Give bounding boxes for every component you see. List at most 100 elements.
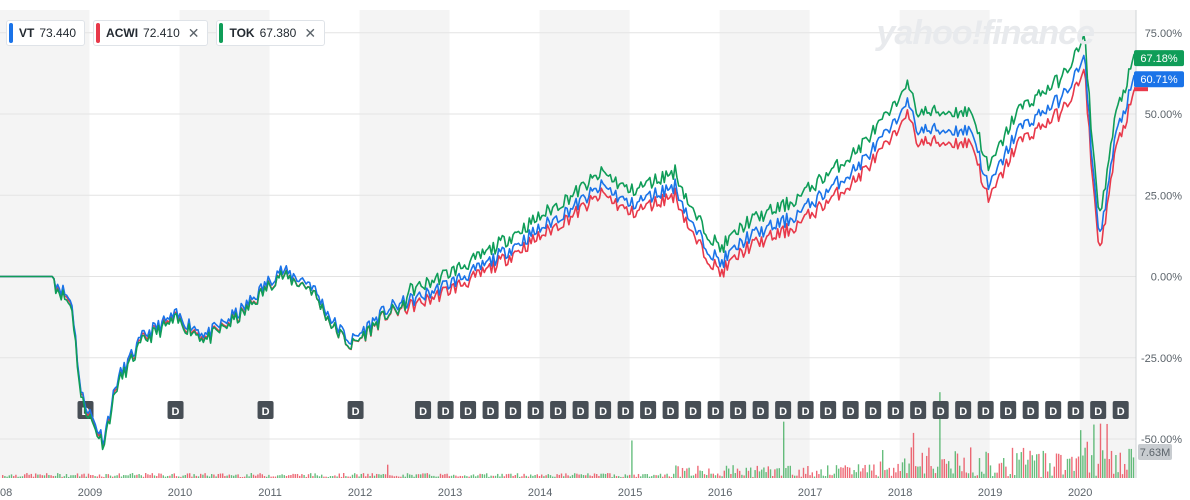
volume-bar <box>272 476 274 478</box>
volume-bar <box>519 476 521 478</box>
volume-bar <box>125 475 127 478</box>
volume-bar <box>992 476 994 478</box>
volume-bar <box>323 476 325 478</box>
volume-bar <box>763 467 765 478</box>
dividend-marker-label: D <box>622 406 630 418</box>
dividend-marker <box>797 401 814 419</box>
volume-bar <box>46 473 48 478</box>
volume-bar <box>871 470 873 478</box>
volume-bar <box>424 473 426 478</box>
volume-bar <box>270 476 272 478</box>
volume-bar <box>571 474 574 478</box>
vt-color-bar <box>9 23 13 43</box>
volume-bar <box>395 475 398 478</box>
volume-bar <box>822 475 824 478</box>
volume-bar <box>283 475 285 478</box>
volume-bar <box>521 476 523 478</box>
dividend-marker <box>640 401 657 419</box>
volume-bar <box>59 474 61 478</box>
dividend-marker-label: D <box>419 406 427 418</box>
volume-bar <box>937 466 939 478</box>
volume-bar <box>1047 471 1049 478</box>
legend-chip-tok[interactable]: TOK 67.380 ✕ <box>216 20 326 46</box>
volume-bar <box>486 473 488 478</box>
volume-bar <box>402 474 404 478</box>
volume-bar <box>1051 475 1053 478</box>
volume-bar <box>105 474 107 478</box>
volume-bar <box>175 476 178 478</box>
volume-bar <box>787 465 789 478</box>
volume-bar <box>637 473 640 478</box>
dividend-marker-label: D <box>644 406 652 418</box>
volume-bar <box>116 475 118 478</box>
volume-bar <box>1115 455 1117 478</box>
volume-bar <box>1025 464 1027 478</box>
volume-bar <box>501 473 503 478</box>
volume-bar <box>336 476 338 478</box>
volume-bar <box>950 468 952 478</box>
volume-bar <box>479 473 481 478</box>
volume-bar <box>703 474 706 478</box>
volume-bar <box>303 475 305 478</box>
volume-bar <box>591 476 593 478</box>
volume-bar <box>50 475 52 478</box>
volume-bar <box>26 473 28 478</box>
volume-bar <box>690 475 692 478</box>
x-tick-label: 2015 <box>618 487 642 499</box>
volume-bar <box>710 473 712 478</box>
dividend-marker-label: D <box>1094 406 1102 418</box>
volume-bar <box>481 474 483 478</box>
volume-bar <box>717 473 719 478</box>
volume-bar <box>552 476 554 478</box>
volume-bar <box>455 475 457 478</box>
volume-bar <box>972 472 974 478</box>
volume-bar <box>989 465 992 478</box>
dividend-marker-label: D <box>1049 406 1057 418</box>
volume-bar <box>1066 458 1069 478</box>
volume-bar <box>380 474 382 478</box>
acwi-value: 72.410 <box>143 26 180 40</box>
volume-bar <box>994 472 996 478</box>
volume-bar <box>923 473 926 478</box>
volume-bar <box>987 453 989 478</box>
volume-bar <box>393 476 395 478</box>
volume-bar <box>371 473 373 478</box>
volume-bar <box>103 476 105 478</box>
volume-bar <box>466 476 468 478</box>
volume-bar <box>978 458 981 478</box>
volume-bar <box>756 465 758 478</box>
volume-bar <box>343 473 345 478</box>
volume-bar <box>952 473 954 478</box>
close-icon[interactable]: ✕ <box>187 24 200 41</box>
volume-bar <box>607 473 609 478</box>
volume-bar <box>294 474 296 478</box>
volume-bar <box>739 470 741 478</box>
volume-bar <box>646 474 648 478</box>
volume-bar <box>1005 466 1007 478</box>
volume-bar <box>279 475 281 478</box>
volume-bar <box>107 474 109 478</box>
vt-value: 73.440 <box>39 26 77 40</box>
volume-bar <box>895 472 897 478</box>
legend-chip-vt[interactable]: VT 73.440 <box>6 20 86 46</box>
volume-bar <box>699 470 701 478</box>
volume-bar <box>747 470 750 478</box>
volume-bar <box>664 474 666 478</box>
volume-bar <box>626 475 629 478</box>
volume-bar <box>477 475 479 478</box>
volume-bar <box>961 471 963 478</box>
legend-chip-acwi[interactable]: ACWI 72.410 ✕ <box>93 20 209 46</box>
volume-bar <box>72 475 74 478</box>
volume-bar <box>897 463 899 478</box>
volume-bar <box>1104 458 1106 478</box>
volume-bar <box>585 475 587 478</box>
volume-bar <box>831 475 833 478</box>
volume-bar <box>525 475 527 478</box>
dividend-marker-label: D <box>532 406 540 418</box>
volume-bar <box>228 474 230 478</box>
volume-bar <box>123 475 125 478</box>
close-icon[interactable]: ✕ <box>304 24 317 41</box>
volume-bar <box>948 461 950 478</box>
volume-bar <box>65 474 68 478</box>
